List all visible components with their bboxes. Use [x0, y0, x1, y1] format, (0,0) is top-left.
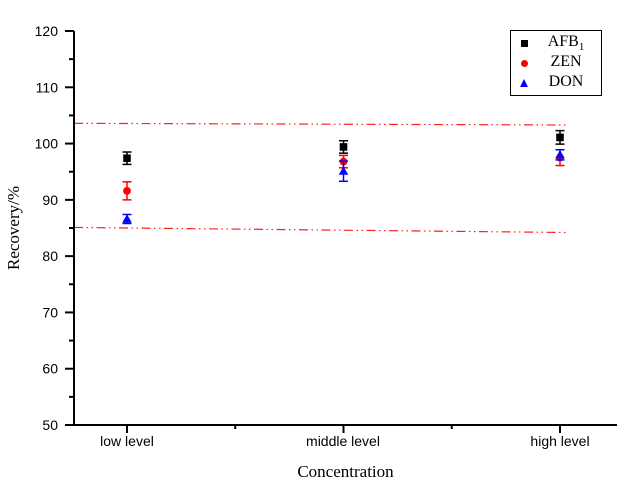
ZEN-point-0 — [122, 181, 132, 201]
DON-point-1 — [338, 160, 349, 183]
y-tick-label: 70 — [42, 304, 58, 320]
x-axis-label: Concentration — [297, 462, 394, 481]
legend-item-don: DON — [511, 73, 601, 93]
legend-label-afb1: AFB1 — [547, 32, 585, 54]
y-axis-label: Recovery/% — [4, 185, 23, 271]
legend-item-zen: ZEN — [511, 53, 601, 73]
don-triangle-icon — [511, 79, 537, 87]
y-tick-label: 110 — [36, 79, 59, 95]
legend-label-zen: ZEN — [550, 52, 582, 70]
x-tick-label-middle: middle level — [306, 433, 380, 449]
reference-line-upper — [73, 122, 568, 126]
y-tick-label: 100 — [35, 136, 59, 152]
DON-point-0 — [122, 213, 132, 225]
y-tick-label: 60 — [42, 361, 58, 377]
legend-label-don: DON — [548, 72, 584, 90]
AFB1-marker-icon — [123, 154, 131, 163]
AFB1-point-0 — [122, 151, 132, 166]
legend-item-afb1: AFB1 — [511, 33, 601, 53]
legend: AFB1 ZEN DON — [510, 30, 602, 96]
ZEN-marker-icon — [123, 186, 131, 195]
DON-marker-icon — [555, 150, 565, 159]
x-tick-label-high: high level — [530, 433, 590, 449]
AFB1-point-2 — [555, 129, 565, 145]
zen-circle-icon — [511, 59, 537, 67]
y-tick-label: 90 — [42, 192, 58, 208]
DON-marker-icon — [122, 214, 132, 223]
y-tick-label: 50 — [42, 417, 58, 433]
x-tick-label-low: low level — [100, 433, 154, 449]
AFB1-point-1 — [339, 140, 348, 154]
AFB1-marker-icon — [339, 143, 348, 151]
reference-line-lower — [73, 226, 568, 234]
DON-point-2 — [555, 149, 565, 161]
afb1-square-icon — [511, 39, 537, 47]
y-tick-label: 120 — [35, 23, 59, 39]
y-tick-label: 80 — [42, 248, 58, 264]
DON-marker-icon — [338, 166, 349, 175]
AFB1-marker-icon — [556, 133, 564, 142]
